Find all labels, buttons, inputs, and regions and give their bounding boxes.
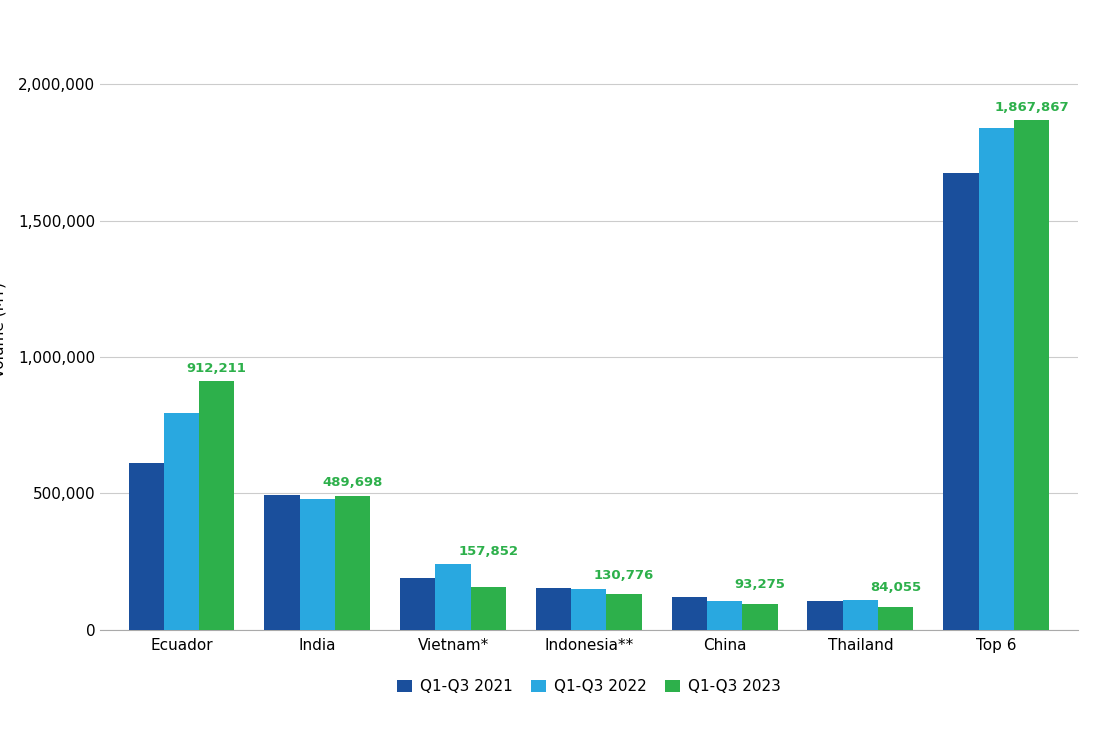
Bar — [742, 605, 778, 630]
Text: 912,211: 912,211 — [187, 362, 247, 375]
Bar — [163, 413, 199, 630]
Bar — [607, 594, 642, 630]
Bar — [707, 601, 742, 630]
Bar — [843, 600, 878, 630]
Bar — [264, 495, 300, 630]
Bar — [400, 578, 436, 630]
Bar — [1014, 120, 1049, 630]
Bar — [300, 499, 334, 630]
Bar — [878, 607, 913, 630]
Bar — [571, 589, 607, 630]
Bar — [199, 381, 234, 630]
Text: 130,776: 130,776 — [594, 568, 654, 582]
Bar — [334, 496, 370, 630]
Bar — [672, 597, 707, 630]
Bar — [471, 587, 506, 630]
Text: 489,698: 489,698 — [322, 476, 383, 489]
Y-axis label: Volume (MT): Volume (MT) — [0, 282, 7, 378]
Bar — [536, 588, 571, 630]
Text: 157,852: 157,852 — [459, 545, 519, 559]
Text: 93,275: 93,275 — [734, 578, 785, 591]
Bar — [129, 463, 163, 630]
Bar — [979, 128, 1014, 630]
Legend: Q1-Q3 2021, Q1-Q3 2022, Q1-Q3 2023: Q1-Q3 2021, Q1-Q3 2022, Q1-Q3 2023 — [397, 679, 781, 694]
Bar — [808, 601, 843, 630]
Text: 84,055: 84,055 — [870, 581, 921, 594]
Bar — [436, 565, 471, 630]
Text: 1,867,867: 1,867,867 — [994, 102, 1069, 114]
Bar — [943, 173, 979, 630]
